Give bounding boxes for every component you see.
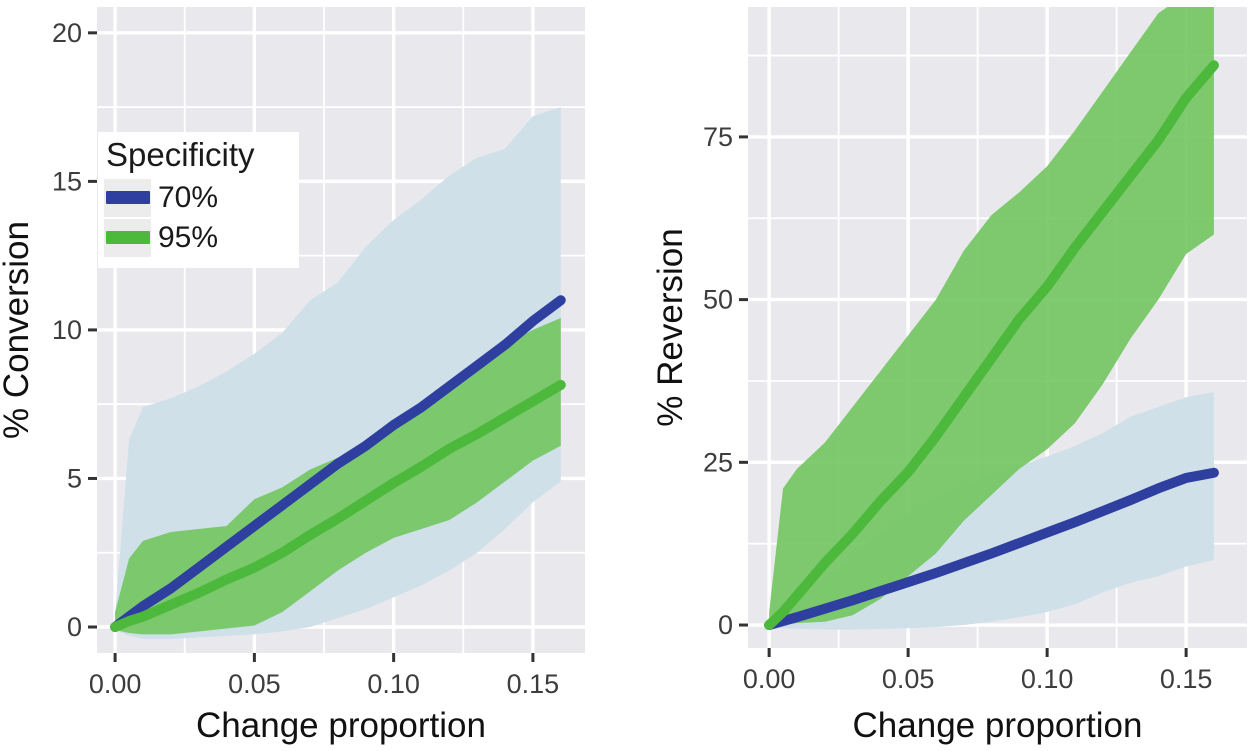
y-axis-title: % Conversion — [0, 221, 36, 439]
y-tick-label: 75 — [703, 122, 733, 152]
x-tick-label: 0.05 — [228, 669, 281, 699]
x-tick-label: 0.10 — [1021, 664, 1074, 694]
legend-row-70: 70% — [104, 178, 299, 218]
y-axis-title: % Reversion — [651, 228, 690, 426]
axes: 0.00 0.05 0.10 0.15 0 5 10 15 20 — [52, 18, 559, 699]
x-tick-label: 0.10 — [367, 669, 420, 699]
line-95% — [110, 379, 566, 633]
y-tick-label: 5 — [67, 463, 82, 493]
ribbon-95% — [769, 7, 1214, 629]
legend: Specificity 70% 95% — [98, 132, 299, 268]
plot-area — [110, 107, 566, 639]
y-tick-label: 10 — [52, 315, 82, 345]
y-tick-label: 15 — [52, 166, 82, 196]
legend-key-70 — [104, 178, 151, 217]
ribbon-95% — [115, 318, 561, 635]
line-95% — [764, 60, 1219, 631]
x-tick-label: 0.15 — [507, 669, 560, 699]
x-tick-label: 0.15 — [1160, 664, 1213, 694]
y-tick-label: 20 — [52, 18, 82, 48]
x-tick-label: 0.00 — [743, 664, 796, 694]
x-axis-title: Change proportion — [853, 706, 1143, 745]
plot-area — [764, 7, 1219, 631]
y-tick-label: 50 — [703, 285, 733, 315]
line-70% — [110, 295, 566, 633]
x-tick-label: 0.05 — [882, 664, 935, 694]
y-tick-label: 25 — [703, 447, 733, 477]
legend-swatch-95 — [105, 231, 150, 245]
panel-conversion: 0.00 0.05 0.10 0.15 0 5 10 15 20 Change proportio… — [0, 7, 585, 745]
legend-row-95: 95% — [104, 218, 299, 258]
y-tick-label: 0 — [67, 612, 82, 642]
x-tick-label: 0.00 — [89, 669, 142, 699]
legend-title: Specificity — [106, 136, 255, 173]
line-70% — [764, 467, 1219, 631]
legend-key-95 — [104, 218, 151, 257]
y-tick-label: 0 — [718, 610, 733, 640]
panel-reversion: 0.00 0.05 0.10 0.15 0 25 50 75 Change proportion… — [651, 7, 1247, 745]
legend-swatch-70 — [105, 191, 150, 205]
axes: 0.00 0.05 0.10 0.15 0 25 50 75 — [703, 122, 1212, 694]
legend-label-70: 70% — [158, 180, 219, 214]
x-axis-title: Change proportion — [196, 706, 486, 745]
legend-label-95: 95% — [158, 220, 219, 254]
